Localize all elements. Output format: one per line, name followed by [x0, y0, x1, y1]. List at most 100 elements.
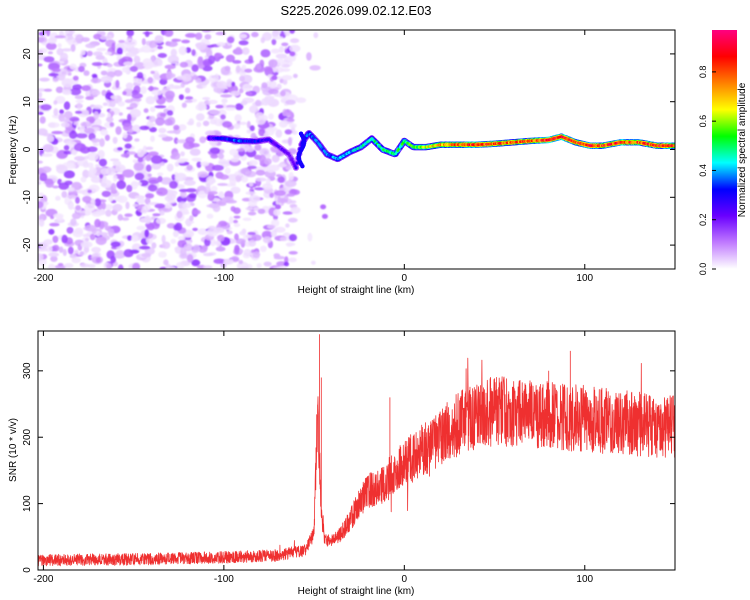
spectrogram-noise-cell [100, 179, 112, 189]
spectrogram-noise-cell [227, 36, 235, 44]
colorbar-tick-label: 0.0 [698, 263, 708, 276]
spectrogram-noise-cell [221, 98, 228, 104]
spectrogram-noise-cell [225, 199, 237, 204]
spectrogram-noise-cell [42, 133, 54, 137]
spectrogram-noise-cell [199, 136, 207, 144]
spectrogram-noise-cell [73, 143, 86, 152]
spectrogram-noise-cell [73, 122, 79, 126]
spectrogram-noise-cell [311, 260, 316, 265]
spectrogram-noise-cell [63, 145, 70, 151]
spectrogram-noise-cell [239, 75, 245, 82]
spectrogram-noise-cell [56, 164, 68, 174]
spectrogram-noise-cell [215, 104, 224, 109]
spectrogram-noise-cell [38, 168, 44, 173]
spectrogram-signal-track [206, 130, 675, 171]
spectrogram-noise-cell [67, 246, 74, 255]
spectrogram-noise-cell [72, 75, 79, 81]
spectrogram-noise-cell [228, 216, 234, 225]
x-tick-label: 0 [402, 273, 408, 284]
y-tick-label: 20 [22, 48, 33, 60]
spectrogram-noise-cell [150, 135, 155, 142]
spectrogram-noise-cell [226, 230, 233, 235]
spectrogram-noise-cell [100, 75, 113, 83]
spectrogram-noise-cell [201, 38, 207, 44]
spectrogram-noise-cell [98, 158, 107, 167]
spectrogram-noise-cell [115, 164, 126, 174]
spectrogram-noise-cell [224, 167, 231, 175]
spectrogram-noise-cell [241, 64, 247, 71]
spectrogram-noise-cell [286, 118, 295, 122]
spectrogram-noise-cell [112, 160, 122, 167]
spectrogram-noise-cell [70, 218, 77, 226]
spectrogram-noise-cell [284, 256, 289, 264]
spectrogram-noise-cell [278, 120, 288, 128]
spectrogram-noise-cell [217, 161, 230, 165]
spectrogram-noise-cell [170, 48, 177, 57]
spectrogram-noise-cell [247, 165, 257, 170]
spectrogram-noise-cell [89, 117, 95, 124]
spectrogram-noise-cell [161, 234, 166, 244]
spectrogram-x-axis-label: Height of straight line (km) [298, 285, 415, 296]
spectrogram-noise-cell [106, 263, 113, 269]
spectrogram-noise-cell [66, 226, 74, 234]
spectrogram-noise-cell [248, 182, 254, 187]
spectrogram-noise-cell [208, 55, 216, 65]
spectrogram-noise-cell [192, 244, 201, 253]
spectrogram-noise-cell [209, 238, 217, 247]
spectrogram-noise-cell [145, 164, 152, 172]
spectrogram-noise-cell [171, 174, 176, 181]
spectrogram-noise-cell [148, 151, 159, 157]
spectrogram-noise-cell [38, 219, 45, 227]
spectrogram-noise-cell [231, 81, 236, 87]
spectrogram-noise-cell [67, 186, 75, 192]
spectrogram-noise-cell [126, 184, 133, 193]
spectrogram-noise-cell [285, 223, 290, 228]
spectrogram-noise-cell [84, 224, 97, 232]
spectrogram-noise-cell [244, 68, 253, 73]
spectrogram-noise-cell [249, 105, 259, 114]
spectrogram-noise-cell [61, 118, 71, 123]
spectrogram-noise-cell [143, 108, 149, 113]
spectrogram-noise-cell [38, 31, 45, 36]
spectrogram-noise-cell [124, 99, 133, 104]
spectrogram-noise-cell [38, 181, 42, 185]
snr-frame [37, 330, 676, 571]
spectrogram-noise-cell [157, 59, 163, 67]
spectrogram-noise-cell [38, 63, 43, 67]
spectrogram-noise-cell [313, 32, 319, 39]
spectrogram-noise-cell [230, 90, 241, 97]
spectrogram-noise-cell [91, 62, 103, 67]
spectrogram-noise-cell [57, 43, 62, 48]
spectrogram-noise-cell [208, 109, 221, 115]
spectrogram-noise-cell [125, 201, 130, 210]
spectrogram-noise-cell [280, 90, 286, 97]
spectrogram-noise-cell [239, 121, 247, 125]
spectrogram-noise-cell [261, 82, 268, 89]
spectrogram-noise-cell [157, 172, 164, 176]
spectrogram-noise-cell [50, 255, 58, 262]
spectrogram-noise-cell [245, 146, 255, 153]
spectrogram-noise-cell [145, 96, 156, 105]
spectrogram-noise-cell [80, 121, 92, 128]
spectrogram-noise-cell [92, 104, 103, 110]
spectrogram-noise-cell [242, 83, 253, 92]
spectrogram-noise-cell [96, 47, 107, 52]
spectrogram-noise-cell [256, 263, 262, 269]
spectrogram-noise-cell [54, 35, 66, 39]
spectrogram-noise-cell [42, 144, 54, 153]
spectrogram-noise-cell [75, 205, 81, 211]
spectrogram-noise-cell [81, 37, 90, 42]
spectrogram-noise-cell [208, 74, 216, 83]
spectrogram-noise-cell [278, 187, 287, 191]
spectrogram-noise-cell [232, 60, 242, 64]
spectrogram-noise-cell [180, 151, 185, 157]
spectrogram-noise-cell [273, 209, 281, 216]
spectrogram-noise-cell [117, 214, 124, 221]
spectrogram-noise-cell [101, 190, 112, 198]
y-tick-label: 100 [22, 495, 33, 512]
spectrogram-noise-cell [90, 138, 101, 143]
spectrogram-noise-cell [164, 118, 173, 126]
spectrogram-noise-cell [145, 193, 155, 199]
snr-y-axis-label: SNR (10 * v/v) [8, 418, 19, 482]
spectrogram-noise-cell [61, 234, 68, 244]
